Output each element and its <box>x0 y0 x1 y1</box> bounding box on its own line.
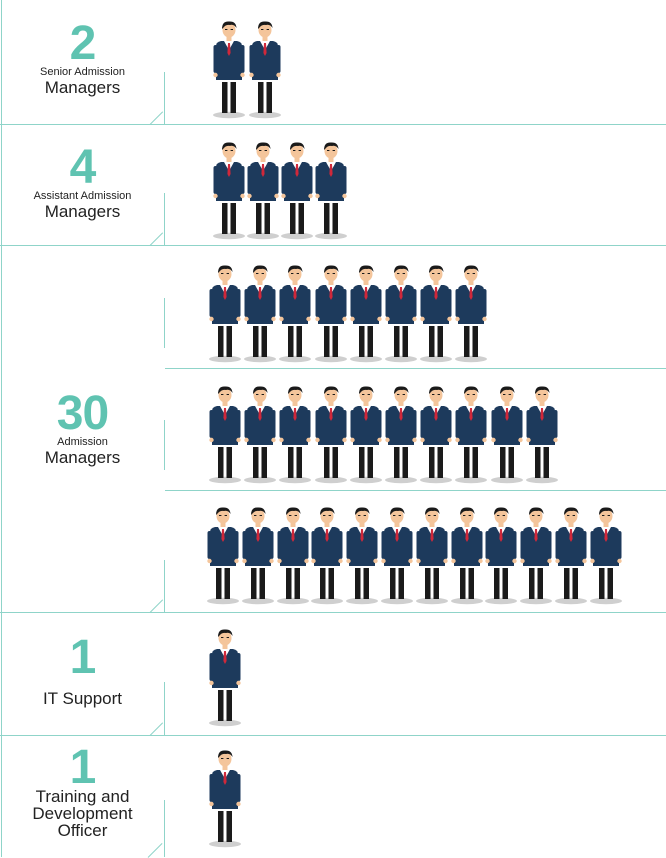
businessman-icon <box>280 141 314 241</box>
corner-3 <box>149 599 164 613</box>
group-caption-small: Senior Admission <box>40 66 125 78</box>
businessman-icon <box>454 385 488 485</box>
businessman-icon <box>208 749 242 849</box>
businessman-icon <box>208 385 242 485</box>
businessman-icon <box>208 264 242 364</box>
businessman-icon <box>419 264 453 364</box>
corner-5 <box>147 843 163 858</box>
tick-3c <box>164 560 165 612</box>
businessman-icon <box>314 141 348 241</box>
separator-5 <box>0 735 666 736</box>
separator-3b <box>165 490 666 491</box>
businessman-icon <box>554 506 588 606</box>
businessman-icon <box>349 385 383 485</box>
corner-1 <box>149 111 164 125</box>
businessman-icon <box>525 385 559 485</box>
businessman-icon <box>212 141 246 241</box>
group-caption-large: Managers <box>44 448 121 467</box>
businessman-icon <box>490 385 524 485</box>
group-caption-large: Managers <box>44 78 121 97</box>
group-caption-large: Training and Development Officer <box>32 787 133 840</box>
businessman-icon <box>243 264 277 364</box>
tick-3a <box>164 298 165 348</box>
businessman-icon <box>243 385 277 485</box>
group-label-assistant: 4 Assistant Admission Managers <box>0 141 165 221</box>
tick-4 <box>164 682 165 735</box>
tick-3b <box>164 420 165 470</box>
group-caption-small: Assistant Admission <box>33 190 132 202</box>
group-label-training: 1 Training and Development Officer <box>0 741 165 840</box>
businessman-icon <box>278 385 312 485</box>
tick-5 <box>164 800 165 857</box>
left-border <box>1 0 2 857</box>
businessman-icon <box>246 141 280 241</box>
group-label-it-support: 1 IT Support <box>0 631 165 708</box>
corner-4 <box>149 722 164 736</box>
businessman-icon <box>589 506 623 606</box>
businessman-icon <box>415 506 449 606</box>
businessman-icon <box>314 385 348 485</box>
group-count: 1 <box>69 631 97 684</box>
businessman-icon <box>484 506 518 606</box>
group-count: 30 <box>56 387 109 440</box>
tick-1 <box>164 72 165 124</box>
separator-2 <box>0 245 666 246</box>
businessman-icon <box>212 20 246 120</box>
businessman-icon <box>450 506 484 606</box>
group-label-admission: 30 Admission Managers <box>0 387 165 467</box>
businessman-icon <box>278 264 312 364</box>
businessman-icon <box>314 264 348 364</box>
businessman-icon <box>310 506 344 606</box>
businessman-icon <box>206 506 240 606</box>
businessman-icon <box>384 264 418 364</box>
businessman-icon <box>380 506 414 606</box>
group-count: 2 <box>69 17 97 70</box>
separator-4 <box>0 612 666 613</box>
businessman-icon <box>349 264 383 364</box>
businessman-icon <box>276 506 310 606</box>
group-caption-small: Admission <box>57 436 108 448</box>
separator-1 <box>0 124 666 125</box>
group-count: 4 <box>69 141 97 194</box>
businessman-icon <box>241 506 275 606</box>
group-count: 1 <box>69 741 97 794</box>
corner-2 <box>149 232 164 246</box>
group-caption-large: Managers <box>44 202 121 221</box>
businessman-icon <box>208 628 242 728</box>
businessman-icon <box>384 385 418 485</box>
group-caption-large: IT Support <box>42 689 123 708</box>
businessman-icon <box>345 506 379 606</box>
group-label-senior: 2 Senior Admission Managers <box>0 17 165 97</box>
businessman-icon <box>519 506 553 606</box>
businessman-icon <box>248 20 282 120</box>
separator-3a <box>165 368 666 369</box>
businessman-icon <box>419 385 453 485</box>
businessman-icon <box>454 264 488 364</box>
tick-2 <box>164 193 165 245</box>
